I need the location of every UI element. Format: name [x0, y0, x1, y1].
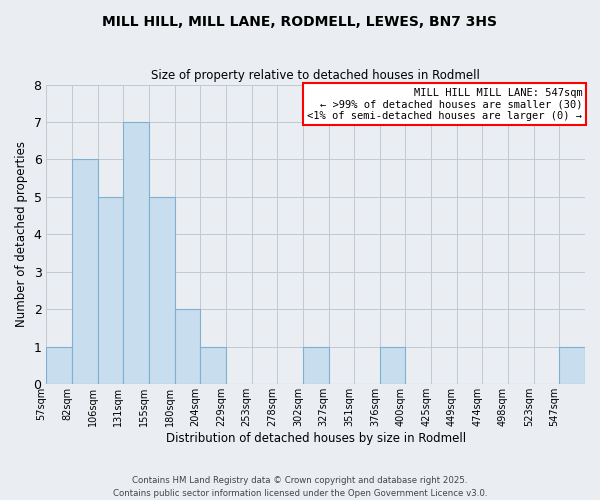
Bar: [124, 122, 149, 384]
Bar: [559, 347, 585, 385]
Text: MILL HILL MILL LANE: 547sqm
← >99% of detached houses are smaller (30)
<1% of se: MILL HILL MILL LANE: 547sqm ← >99% of de…: [307, 88, 583, 121]
Bar: [46, 347, 72, 385]
Bar: [200, 347, 226, 385]
Bar: [380, 347, 406, 385]
Text: Contains HM Land Registry data © Crown copyright and database right 2025.
Contai: Contains HM Land Registry data © Crown c…: [113, 476, 487, 498]
Title: Size of property relative to detached houses in Rodmell: Size of property relative to detached ho…: [151, 69, 480, 82]
Bar: [175, 310, 200, 384]
Text: MILL HILL, MILL LANE, RODMELL, LEWES, BN7 3HS: MILL HILL, MILL LANE, RODMELL, LEWES, BN…: [103, 15, 497, 29]
Bar: [303, 347, 329, 385]
Bar: [72, 160, 98, 384]
X-axis label: Distribution of detached houses by size in Rodmell: Distribution of detached houses by size …: [166, 432, 466, 445]
Bar: [98, 197, 124, 384]
Bar: [149, 197, 175, 384]
Y-axis label: Number of detached properties: Number of detached properties: [15, 142, 28, 328]
